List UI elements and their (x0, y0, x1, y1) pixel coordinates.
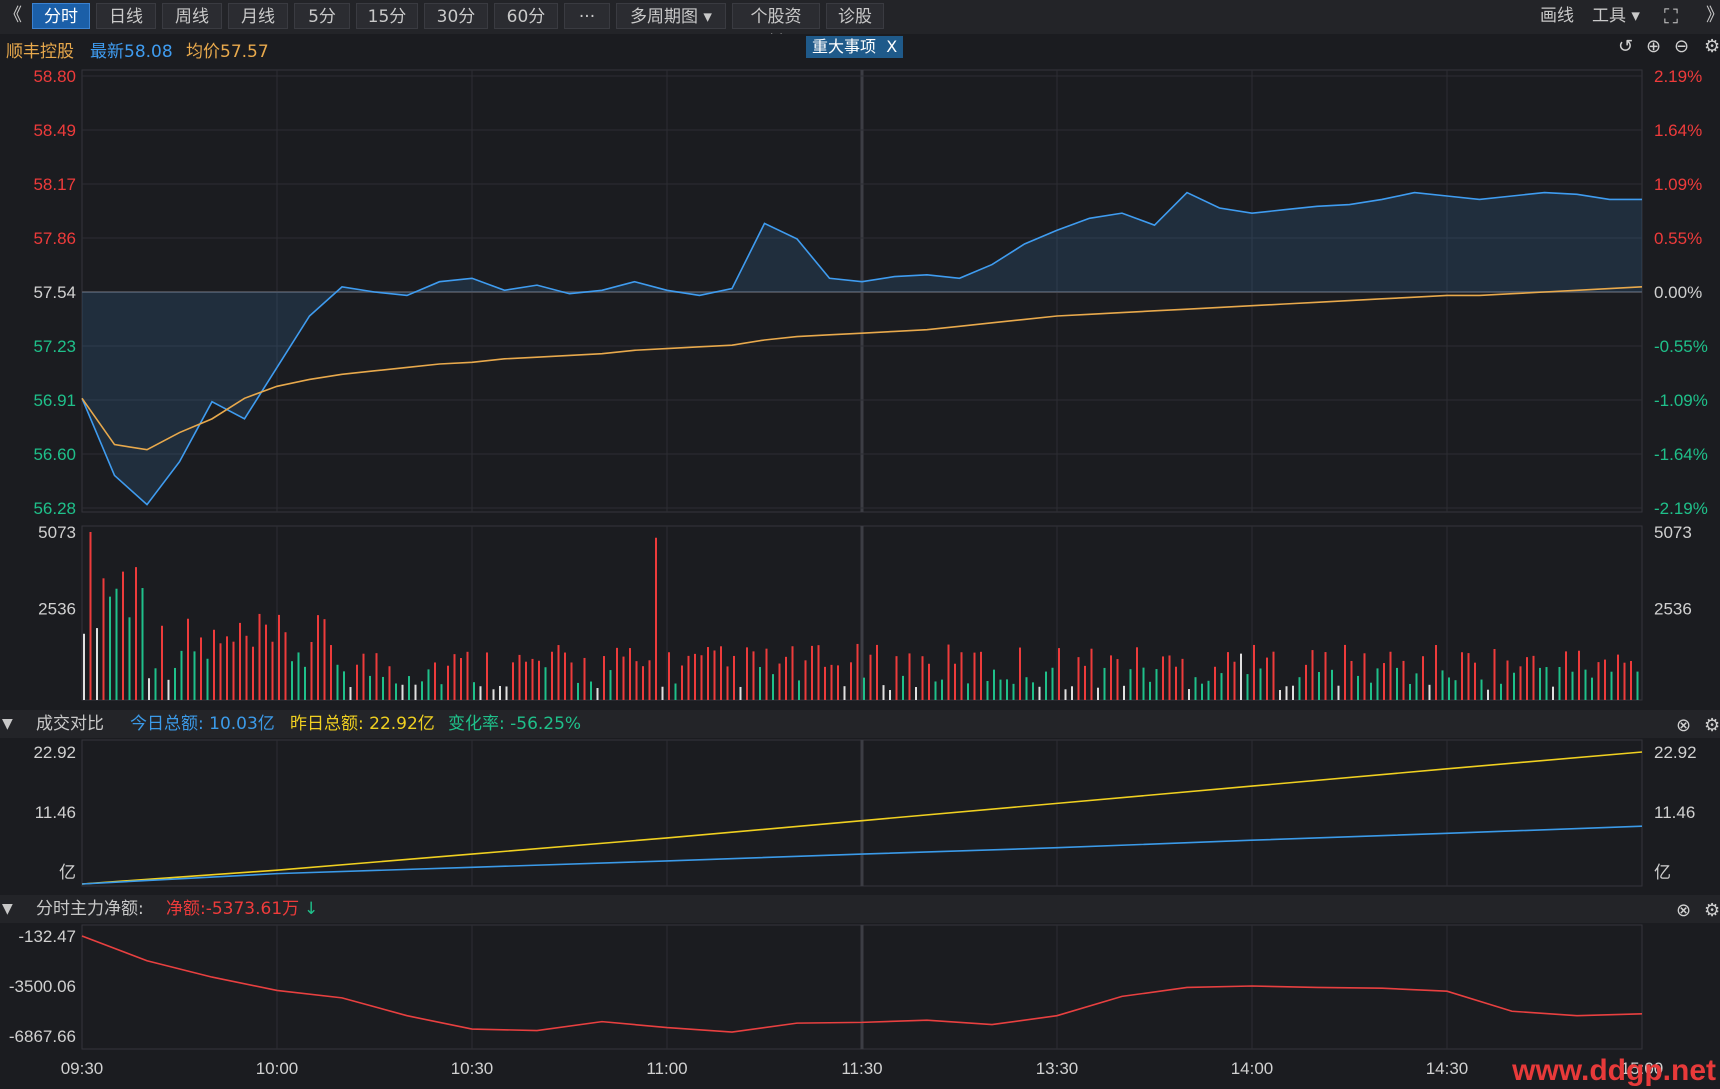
panel-settings-icon[interactable]: ⚙ (1704, 715, 1720, 736)
volume-tick-label: 2536 (38, 599, 76, 618)
pct-tick-label: 0.00% (1654, 283, 1702, 302)
price-tick-label: 57.86 (33, 229, 76, 248)
time-tick-label: 15:00 (1621, 1059, 1664, 1078)
pct-tick-label: 2.19% (1654, 67, 1702, 86)
undo-icon[interactable]: ↺ (1618, 36, 1634, 57)
close-panel-icon[interactable]: ⊗ (1676, 715, 1692, 736)
turnover-tick-label-right: 22.92 (1654, 743, 1697, 762)
turnover-tick-label: 亿 (59, 863, 76, 882)
main-flow-line (81, 935, 1643, 1033)
volume-tick-label-right: 5073 (1654, 523, 1692, 542)
close-flow-icon[interactable]: ⊗ (1676, 900, 1692, 921)
change-rate: 变化率: -56.25% (448, 714, 582, 734)
pct-tick-label: 1.64% (1654, 121, 1702, 140)
major-event-close-button[interactable]: X (886, 37, 898, 56)
price-tick-label: 56.91 (33, 391, 76, 410)
price-tick-label: 58.80 (33, 67, 76, 86)
price-tick-label: 58.49 (33, 121, 76, 140)
time-tick-label: 11:30 (841, 1059, 882, 1078)
price-area (82, 192, 1642, 505)
time-tick-label: 10:00 (256, 1059, 299, 1078)
price-tick-label: 57.54 (33, 283, 76, 302)
price-tick-label: 58.17 (33, 175, 76, 194)
latest-price: 最新58.08 (90, 42, 173, 62)
zoom-in-icon[interactable]: ⊕ (1646, 36, 1662, 57)
pct-tick-label: -1.09% (1654, 391, 1708, 410)
collapse-left-icon[interactable]: 《 (4, 5, 22, 26)
average-price: 均价57.57 (186, 42, 269, 62)
price-tick-label: 57.23 (33, 337, 76, 356)
zoom-out-icon[interactable]: ⊖ (1674, 36, 1690, 57)
tab-15min[interactable]: 15分 (356, 3, 418, 29)
flow-title: 分时主力净额: (36, 899, 144, 919)
price-line (81, 191, 1642, 506)
tab-weekly[interactable]: 周线 (162, 3, 222, 29)
volume-tick-label-right: 2536 (1654, 599, 1692, 618)
flow-tick-label: -6867.66 (9, 1027, 76, 1046)
price-tick-label: 56.60 (33, 445, 76, 464)
today-turnover-line (81, 825, 1643, 885)
pct-tick-label: 0.55% (1654, 229, 1702, 248)
pct-tick-label: -0.55% (1654, 337, 1708, 356)
tab-30min[interactable]: 30分 (424, 3, 488, 29)
tools-label: 工具 (1592, 6, 1626, 26)
yesterday-total: 昨日总额: 22.92亿 (290, 714, 435, 734)
average-line (81, 286, 1643, 451)
main-flow-panel-header: ▼ 分时主力净额: 净额:-5373.61万 ↓ ⊗ ⚙ (0, 895, 1720, 923)
collapse-right-icon[interactable]: 》 (1706, 3, 1720, 29)
collapse-panel-icon[interactable]: ▼ (2, 716, 13, 732)
turnover-tick-label-right: 亿 (1654, 863, 1671, 882)
major-event-label: 重大事项 (812, 37, 877, 56)
tools-menu-button[interactable]: 工具 ▾ (1592, 6, 1640, 26)
flow-tick-label: -3500.06 (9, 977, 76, 996)
tab-diagnose[interactable]: 诊股 (826, 3, 884, 29)
yesterday-turnover-line (81, 751, 1643, 885)
tab-more[interactable]: ··· (564, 3, 610, 29)
tab-daily[interactable]: 日线 (96, 3, 156, 29)
down-arrow-icon: ↓ (304, 899, 319, 919)
tab-60min[interactable]: 60分 (494, 3, 558, 29)
settings-icon[interactable]: ⚙ (1704, 36, 1720, 57)
collapse-flow-icon[interactable]: ▼ (2, 901, 13, 917)
flow-settings-icon[interactable]: ⚙ (1704, 900, 1720, 921)
flow-tick-label: -132.47 (18, 927, 76, 946)
tab-5min[interactable]: 5分 (294, 3, 350, 29)
time-tick-label: 14:00 (1231, 1059, 1274, 1078)
price-tick-label: 56.28 (33, 499, 76, 518)
pct-tick-label: 1.09% (1654, 175, 1702, 194)
turnover-tick-label-right: 11.46 (1654, 803, 1695, 822)
pct-tick-label: -2.19% (1654, 499, 1708, 518)
time-tick-label: 11:00 (646, 1059, 687, 1078)
turnover-tick-label: 22.92 (33, 743, 76, 762)
fullscreen-icon[interactable]: ⛶ (1664, 4, 1678, 28)
time-tick-label: 09:30 (61, 1059, 104, 1078)
turnover-tick-label: 11.46 (35, 803, 76, 822)
major-event-tag[interactable]: 重大事项 X (806, 36, 904, 58)
pct-tick-label: -1.64% (1654, 445, 1708, 464)
net-amount: 净额:-5373.61万 (166, 899, 300, 919)
volume-tick-label: 5073 (38, 523, 76, 542)
stock-name: 顺丰控股 (6, 42, 74, 62)
today-total: 今日总额: 10.03亿 (130, 714, 275, 734)
quote-info-bar: 顺丰控股 最新58.08 均价57.57 重大事项 X ↺ ⊕ ⊖ ⚙ (0, 34, 1720, 62)
watermark: www.ddgp.net (1511, 1054, 1716, 1087)
turnover-title: 成交对比 (36, 714, 104, 734)
tab-multi-period[interactable]: 多周期图 ▾ (616, 3, 726, 29)
tab-intraday[interactable]: 分时 (32, 3, 90, 29)
time-tick-label: 14:30 (1426, 1059, 1469, 1078)
draw-line-button[interactable]: 画线 (1540, 6, 1574, 26)
tab-monthly[interactable]: 月线 (228, 3, 288, 29)
turnover-panel-header: ▼ 成交对比 今日总额: 10.03亿 昨日总额: 22.92亿 变化率: -5… (0, 710, 1720, 738)
time-tick-label: 10:30 (451, 1059, 494, 1078)
time-tick-label: 13:30 (1036, 1059, 1079, 1078)
